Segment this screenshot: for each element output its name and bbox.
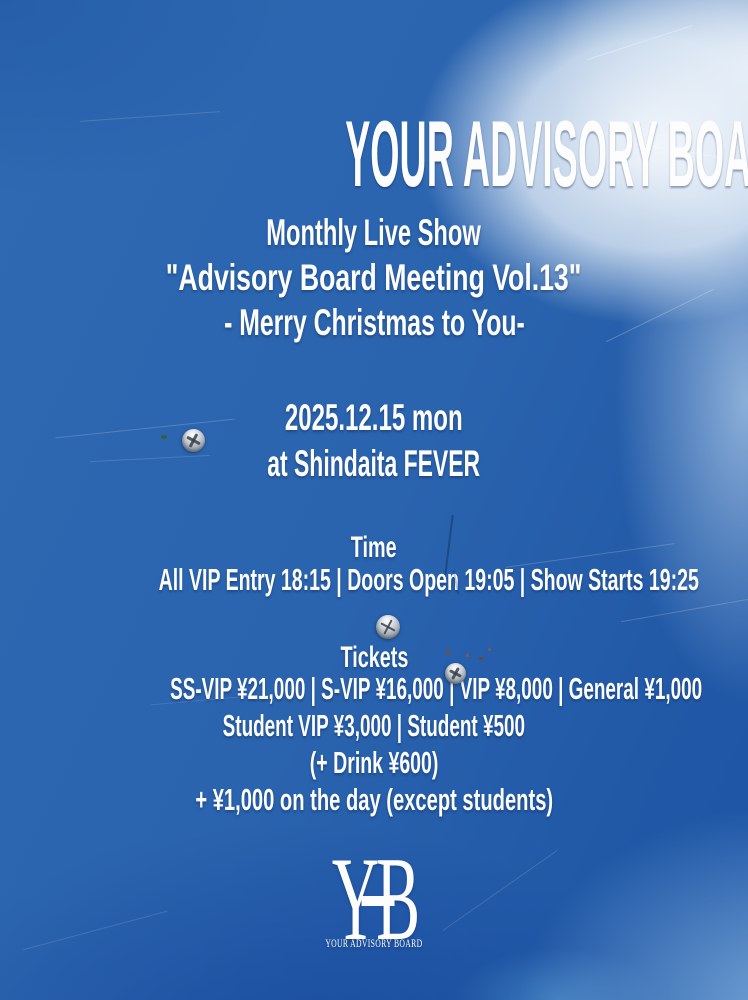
ticket-line-1: SS-VIP ¥21,000 | S-VIP ¥16,000 | VIP ¥8,… (0, 673, 748, 704)
event-venue: at Shindaita FEVER (0, 445, 748, 482)
ticket-line-1-text: SS-VIP ¥21,000 | S-VIP ¥16,000 | VIP ¥8,… (170, 671, 703, 706)
ticket-line-3-text: (+ Drink ¥600) (309, 745, 439, 780)
paint-speck (161, 435, 167, 439)
ticket-line-4: + ¥1,000 on the day (except students) (0, 784, 748, 815)
time-heading: Time (0, 533, 748, 563)
poster-title: YOUR ADVISORY BOARD (0, 107, 748, 201)
subtitle-line-3-text: - Merry Christmas to You- (223, 302, 525, 343)
monogram-crossbar (361, 896, 395, 906)
rust-speck (488, 648, 491, 651)
logo-wordmark-text: YOUR ADVISORY BOARD (325, 936, 423, 950)
subtitle-line-2: "Advisory Board Meeting Vol.13" (0, 259, 748, 296)
subtitle-line-1-text: Monthly Live Show (266, 212, 482, 253)
rust-speck (479, 657, 483, 660)
tickets-heading-text: Tickets (340, 641, 408, 674)
event-date: 2025.12.15 mon (0, 399, 748, 436)
poster-title-text: YOUR ADVISORY BOARD (345, 101, 748, 206)
scratch (587, 25, 693, 60)
screw (371, 610, 405, 644)
logo: YB (0, 838, 748, 959)
yab-monogram-logo-icon: YB (331, 839, 419, 959)
event-venue-text: at Shindaita FEVER (267, 443, 481, 484)
ticket-line-4-text: + ¥1,000 on the day (except students) (195, 782, 553, 817)
subtitle-line-1: Monthly Live Show (0, 214, 748, 251)
rust-speck (466, 654, 469, 657)
subtitle-line-2-text: "Advisory Board Meeting Vol.13" (166, 257, 582, 298)
subtitle-line-3: - Merry Christmas to You- (0, 304, 748, 341)
time-details-text: All VIP Entry 18:15 | Doors Open 19:05 |… (158, 562, 699, 597)
scratch (620, 598, 748, 623)
time-details: All VIP Entry 18:15 | Doors Open 19:05 |… (0, 564, 748, 595)
time-heading-text: Time (351, 531, 397, 564)
rust-speck (446, 650, 450, 654)
ticket-line-2: Student VIP ¥3,000 | Student ¥500 (0, 710, 748, 741)
tickets-heading: Tickets (0, 643, 748, 673)
logo-wordmark: YOUR ADVISORY BOARD (0, 937, 748, 949)
event-date-text: 2025.12.15 mon (285, 397, 463, 438)
ticket-line-3: (+ Drink ¥600) (0, 747, 748, 778)
ticket-line-2-text: Student VIP ¥3,000 | Student ¥500 (222, 708, 526, 743)
